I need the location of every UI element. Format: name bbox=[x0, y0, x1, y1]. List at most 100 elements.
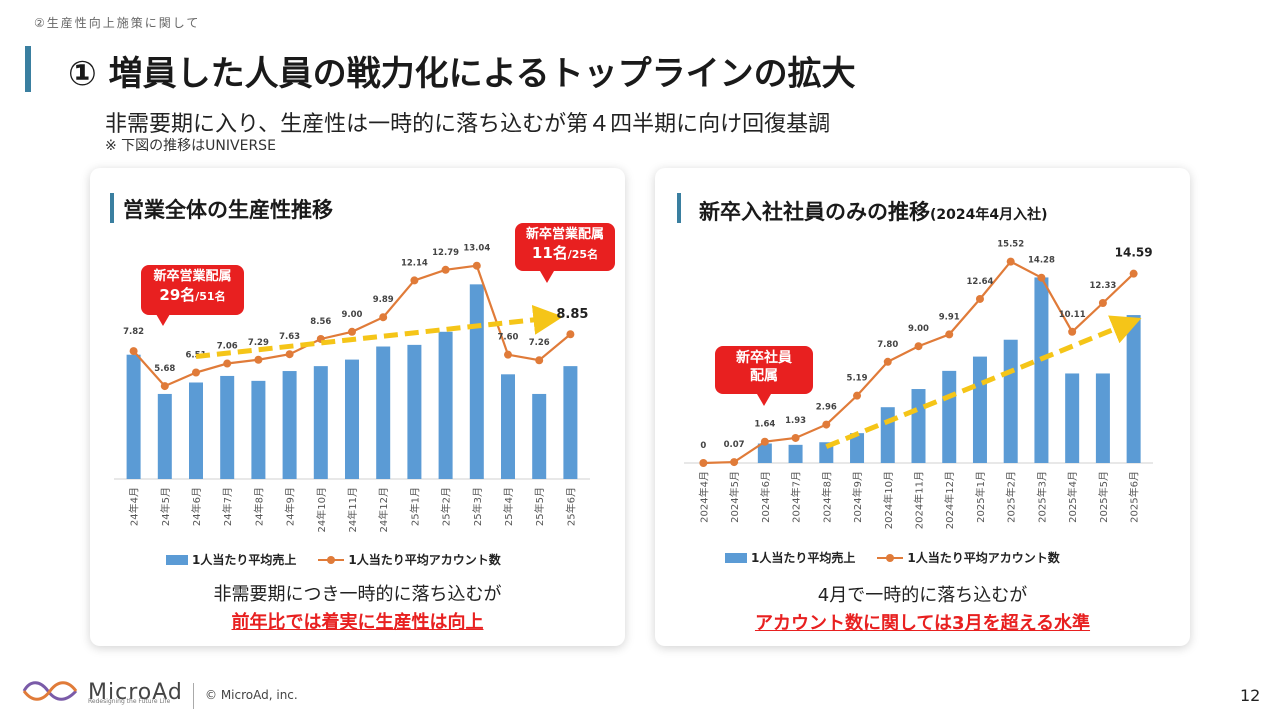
x-tick-label: 2025年4月 bbox=[1066, 471, 1079, 523]
data-label: 9.00 bbox=[342, 310, 363, 320]
line-point-24年7月 bbox=[223, 359, 232, 368]
data-label: 7.06 bbox=[217, 342, 238, 352]
bar-2025年6月 bbox=[1126, 315, 1141, 463]
bar-25年5月 bbox=[532, 393, 547, 479]
line-point-2024年11月 bbox=[914, 342, 923, 351]
right-legend: 1人当たり平均売上 1人当たり平均アカウント数 bbox=[725, 549, 1060, 566]
data-label: 7.63 bbox=[279, 332, 300, 342]
line-point-2024年5月 bbox=[730, 458, 739, 467]
trend-arrow bbox=[195, 304, 564, 360]
data-note: ※ 下図の推移はUNIVERSE bbox=[105, 138, 276, 154]
line-point-2024年9月 bbox=[853, 391, 862, 400]
data-label: 2.96 bbox=[816, 403, 837, 413]
left-callout-1: 新卒営業配属 29名/51名 bbox=[141, 265, 244, 315]
data-label: 15.52 bbox=[997, 240, 1024, 250]
left-card-title: 営業全体の生産性推移 bbox=[123, 198, 333, 222]
left-caption-1: 非需要期につき一時的に落ち込むが bbox=[213, 584, 502, 605]
data-label: 7.80 bbox=[877, 340, 898, 350]
data-label: 0 bbox=[700, 441, 706, 451]
x-tick-label: 2024年10月 bbox=[882, 471, 895, 529]
x-tick-label: 25年5月 bbox=[533, 487, 546, 526]
line-point-2025年6月 bbox=[1129, 269, 1138, 278]
left-callout-2: 新卒営業配属 11名/25名 bbox=[515, 223, 615, 271]
left-card-accent-bar bbox=[110, 193, 114, 223]
left-callout-1-pointer bbox=[156, 314, 170, 326]
x-tick-label: 24年6月 bbox=[190, 487, 203, 526]
callout-1-total: /51名 bbox=[195, 290, 226, 304]
data-label: 12.33 bbox=[1089, 281, 1116, 291]
bar-2025年3月 bbox=[1034, 277, 1049, 463]
legend-line-label: 1人当たり平均アカウント数 bbox=[907, 551, 1060, 565]
line-point-25年6月 bbox=[566, 330, 575, 339]
page-number: 12 bbox=[1240, 686, 1261, 705]
footer-divider bbox=[193, 683, 194, 709]
x-tick-label: 24年12月 bbox=[377, 487, 390, 532]
callout-1-count: 29名 bbox=[159, 286, 196, 305]
bar-24年12月 bbox=[376, 346, 391, 479]
x-tick-label: 24年4月 bbox=[128, 487, 141, 526]
x-tick-label: 25年1月 bbox=[408, 487, 421, 526]
data-label: 10.11 bbox=[1059, 310, 1086, 320]
bar-24年7月 bbox=[220, 375, 235, 479]
left-caption-2: 前年比では着実に生産性は向上 bbox=[231, 612, 484, 633]
line-point-24年4月 bbox=[129, 347, 138, 356]
legend-line-swatch bbox=[877, 553, 904, 563]
bar-24年5月 bbox=[157, 393, 172, 479]
data-label: 9.00 bbox=[908, 324, 929, 334]
bar-2024年9月 bbox=[850, 433, 865, 463]
line-point-24年12月 bbox=[379, 313, 388, 322]
x-tick-label: 25年4月 bbox=[502, 487, 515, 526]
copyright: © MicroAd, inc. bbox=[205, 688, 298, 702]
callout-2-line-1: 新卒営業配属 bbox=[525, 227, 604, 242]
left-chart: 24年4月 24年5月 24年6月 24年7月 24年8月 24年9月 24年10月 24年1… bbox=[114, 244, 590, 532]
x-tick-label: 2025年6月 bbox=[1128, 471, 1141, 523]
right-card-title-note: (2024年4月入社) bbox=[930, 207, 1048, 223]
page-subtitle: 非需要期に入り、生産性は一時的に落ち込むが第４四半期に向け回復基調 bbox=[105, 112, 831, 137]
data-label: 9.89 bbox=[373, 295, 394, 305]
line-point-25年1月 bbox=[410, 276, 419, 285]
right-caption-1: 4月で一時的に落ち込むが bbox=[817, 585, 1028, 606]
legend-bar-label: 1人当たり平均売上 bbox=[751, 551, 856, 565]
callout-2-count: 11名 bbox=[531, 244, 568, 263]
x-tick-label: 25年6月 bbox=[564, 487, 577, 526]
bar-25年6月 bbox=[563, 366, 578, 479]
title-accent-bar bbox=[25, 46, 31, 92]
data-label: 14.59 bbox=[1115, 246, 1153, 260]
bar-25年4月 bbox=[501, 374, 515, 479]
bar-25年1月 bbox=[407, 344, 422, 479]
data-label: 8.56 bbox=[310, 317, 331, 327]
line-point-25年5月 bbox=[535, 356, 544, 365]
x-tick-label: 24年11月 bbox=[346, 487, 359, 532]
bar-2025年2月 bbox=[1003, 339, 1018, 463]
line-point-2025年2月 bbox=[1006, 257, 1015, 266]
data-label: 5.68 bbox=[154, 364, 175, 374]
bar-2024年6月 bbox=[757, 443, 772, 463]
x-tick-label: 2024年5月 bbox=[728, 471, 741, 523]
line-point-24年11月 bbox=[348, 327, 356, 336]
line-point-2024年10月 bbox=[883, 357, 892, 366]
bar-24年4月 bbox=[126, 354, 141, 479]
x-tick-label: 2025年1月 bbox=[974, 471, 987, 523]
right-callout: 新卒社員 配属 bbox=[715, 346, 813, 394]
line-point-2025年5月 bbox=[1098, 299, 1107, 308]
x-tick-label: 2024年9月 bbox=[851, 471, 864, 523]
data-label: 7.60 bbox=[498, 333, 519, 343]
callout-1-line-1: 新卒営業配属 bbox=[153, 269, 232, 284]
x-tick-label: 24年9月 bbox=[284, 487, 297, 526]
line-point-2024年12月 bbox=[945, 330, 954, 339]
line-point-2024年6月 bbox=[760, 437, 769, 446]
data-label: 7.82 bbox=[123, 327, 144, 337]
line-point-24年9月 bbox=[285, 350, 294, 359]
page-title: ① 増員した人員の戦力化によるトップラインの拡大 bbox=[68, 54, 856, 94]
data-label: 5.19 bbox=[847, 374, 868, 384]
bar-24年11月 bbox=[345, 359, 359, 479]
x-tick-label: 24年5月 bbox=[159, 487, 172, 526]
data-label: 1.93 bbox=[785, 416, 806, 426]
line-point-2024年4月 bbox=[699, 459, 708, 467]
data-label: 12.79 bbox=[432, 248, 459, 258]
bar-24年8月 bbox=[251, 380, 266, 479]
bar-2025年5月 bbox=[1095, 373, 1110, 463]
data-label: 1.64 bbox=[754, 420, 775, 430]
x-tick-label: 2024年8月 bbox=[820, 471, 833, 523]
data-label: 7.29 bbox=[248, 338, 269, 348]
